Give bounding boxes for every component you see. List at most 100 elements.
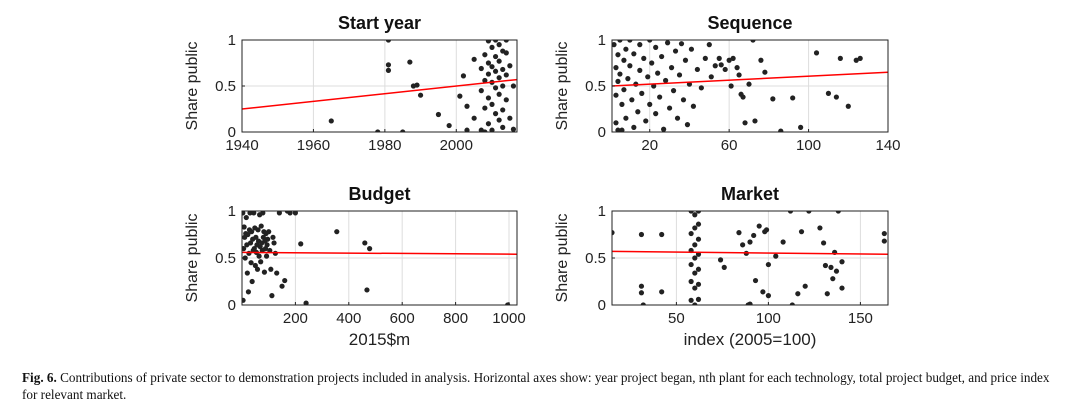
data-point <box>688 278 694 285</box>
data-point <box>249 278 255 285</box>
x-tick-label: 150 <box>848 310 873 327</box>
data-point <box>638 290 645 296</box>
data-point <box>489 101 495 107</box>
data-point <box>274 270 280 276</box>
data-point <box>623 115 629 121</box>
data-point <box>482 52 488 58</box>
x-tick-label: 100 <box>796 137 821 154</box>
data-point <box>435 111 442 118</box>
data-point <box>638 231 645 238</box>
data-point <box>500 66 506 73</box>
data-points <box>612 211 887 305</box>
data-point <box>242 297 246 303</box>
y-tick-label: 0.5 <box>585 78 606 95</box>
data-point <box>263 253 270 259</box>
data-point <box>613 92 619 98</box>
data-point <box>752 277 759 284</box>
data-point <box>688 297 694 303</box>
data-point <box>471 115 477 121</box>
data-point <box>478 65 484 72</box>
data-point <box>629 97 635 103</box>
data-point <box>245 289 252 295</box>
data-point <box>510 83 517 89</box>
y-tick-label: 0 <box>228 124 236 141</box>
data-point <box>712 63 718 69</box>
data-point <box>242 224 247 230</box>
data-point <box>640 302 646 305</box>
data-point <box>692 242 698 248</box>
data-point <box>625 76 631 82</box>
data-points <box>328 40 517 132</box>
data-point <box>492 85 499 91</box>
data-points <box>242 211 511 305</box>
data-point <box>485 95 492 101</box>
data-point <box>828 264 834 270</box>
data-point <box>698 85 704 91</box>
data-point <box>269 293 275 299</box>
data-point <box>717 257 724 263</box>
data-point <box>830 276 836 282</box>
data-point <box>798 229 805 235</box>
y-tick-label: 0 <box>598 124 606 141</box>
data-point <box>661 126 667 132</box>
data-point <box>740 242 746 248</box>
data-point <box>385 62 392 68</box>
trend-line <box>612 250 888 255</box>
data-point <box>822 262 829 269</box>
data-point <box>292 211 298 216</box>
data-point <box>496 117 502 123</box>
data-point <box>287 211 293 216</box>
data-point <box>645 74 651 80</box>
data-point <box>242 211 246 216</box>
data-point <box>464 103 470 109</box>
data-point <box>657 94 663 100</box>
y-tick-label: 1 <box>228 203 236 220</box>
y-tick-label: 0.5 <box>215 250 236 267</box>
y-axis-label: Share public <box>554 214 571 303</box>
data-point <box>464 127 470 132</box>
data-point <box>471 56 477 62</box>
x-tick-label: 800 <box>443 310 468 327</box>
data-point <box>638 283 645 289</box>
data-point <box>385 40 392 43</box>
data-point <box>617 40 623 43</box>
data-point <box>492 111 499 117</box>
data-point <box>692 225 698 231</box>
data-point <box>400 129 406 132</box>
chart-panel-2: 20 60 100 140 0 0.5 1 Sequence Share public <box>554 13 901 154</box>
data-point <box>758 57 764 63</box>
data-point <box>670 88 677 94</box>
data-point <box>668 65 675 71</box>
y-tick-label: 0 <box>228 297 236 314</box>
data-point <box>265 236 271 242</box>
x-tick-label: 140 <box>875 137 900 154</box>
chart-title: Sequence <box>707 13 792 33</box>
data-point <box>806 211 812 214</box>
data-point <box>367 246 373 252</box>
data-point <box>688 230 694 237</box>
data-point <box>730 55 736 62</box>
data-point <box>676 72 683 78</box>
data-point <box>248 260 254 266</box>
data-point <box>795 291 801 297</box>
chart-title: Start year <box>338 13 421 33</box>
data-point <box>492 53 499 60</box>
x-tick-label: 400 <box>336 310 361 327</box>
data-point <box>839 259 845 265</box>
chart-panel-1: 1940 1960 1980 2000 0 0.5 1 Start year Share pub… <box>184 13 518 154</box>
x-tick-label: 1000 <box>492 310 525 327</box>
data-point <box>612 230 615 236</box>
data-point <box>653 111 659 117</box>
trend-line <box>612 71 888 87</box>
data-point <box>747 301 753 305</box>
data-point <box>690 103 697 109</box>
data-point <box>706 42 712 48</box>
data-point <box>364 287 370 293</box>
data-point <box>680 97 687 103</box>
y-tick-label: 1 <box>598 203 606 220</box>
data-point <box>258 259 264 265</box>
data-point <box>254 266 261 272</box>
data-point <box>833 94 839 100</box>
data-point <box>726 57 732 63</box>
data-point <box>619 127 625 132</box>
